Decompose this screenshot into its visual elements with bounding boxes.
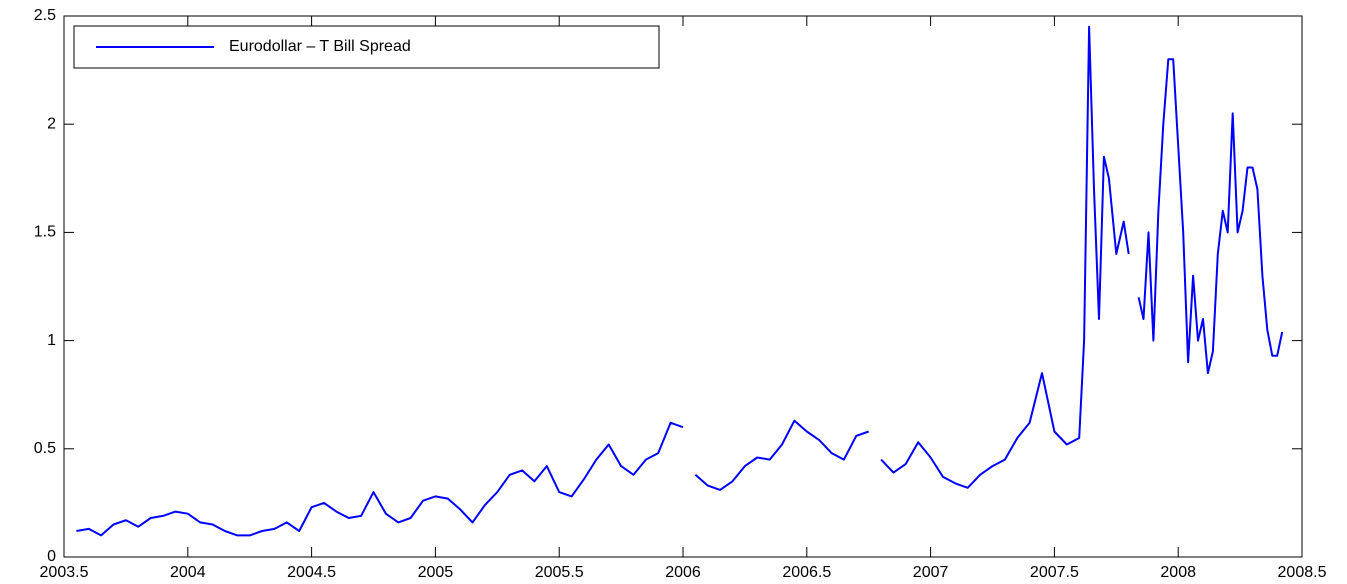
y-tick-label: 0.5: [34, 440, 56, 457]
x-tick-label: 2005: [418, 564, 454, 581]
legend-label: Eurodollar – T Bill Spread: [229, 38, 411, 55]
x-tick-label: 2007: [913, 564, 949, 581]
x-tick-label: 2004.5: [287, 564, 336, 581]
x-tick-label: 2004: [170, 564, 206, 581]
y-tick-label: 0: [47, 548, 56, 565]
plot-area: [63, 15, 1303, 558]
legend-box: [73, 25, 660, 69]
x-tick-label: 2005.5: [535, 564, 584, 581]
y-tick-label: 1: [47, 332, 56, 349]
y-tick-label: 1.5: [34, 224, 56, 241]
x-tick-label: 2006.5: [782, 564, 831, 581]
x-tick-label: 2008: [1160, 564, 1196, 581]
series-line: [76, 25, 1284, 537]
x-tick-label: 2003.5: [40, 564, 89, 581]
x-tick-label: 2007.5: [1030, 564, 1079, 581]
y-tick-label: 2: [47, 115, 56, 132]
y-tick-label: 2.5: [34, 7, 56, 24]
x-tick-label: 2008.5: [1278, 564, 1327, 581]
x-tick-label: 2006: [665, 564, 701, 581]
